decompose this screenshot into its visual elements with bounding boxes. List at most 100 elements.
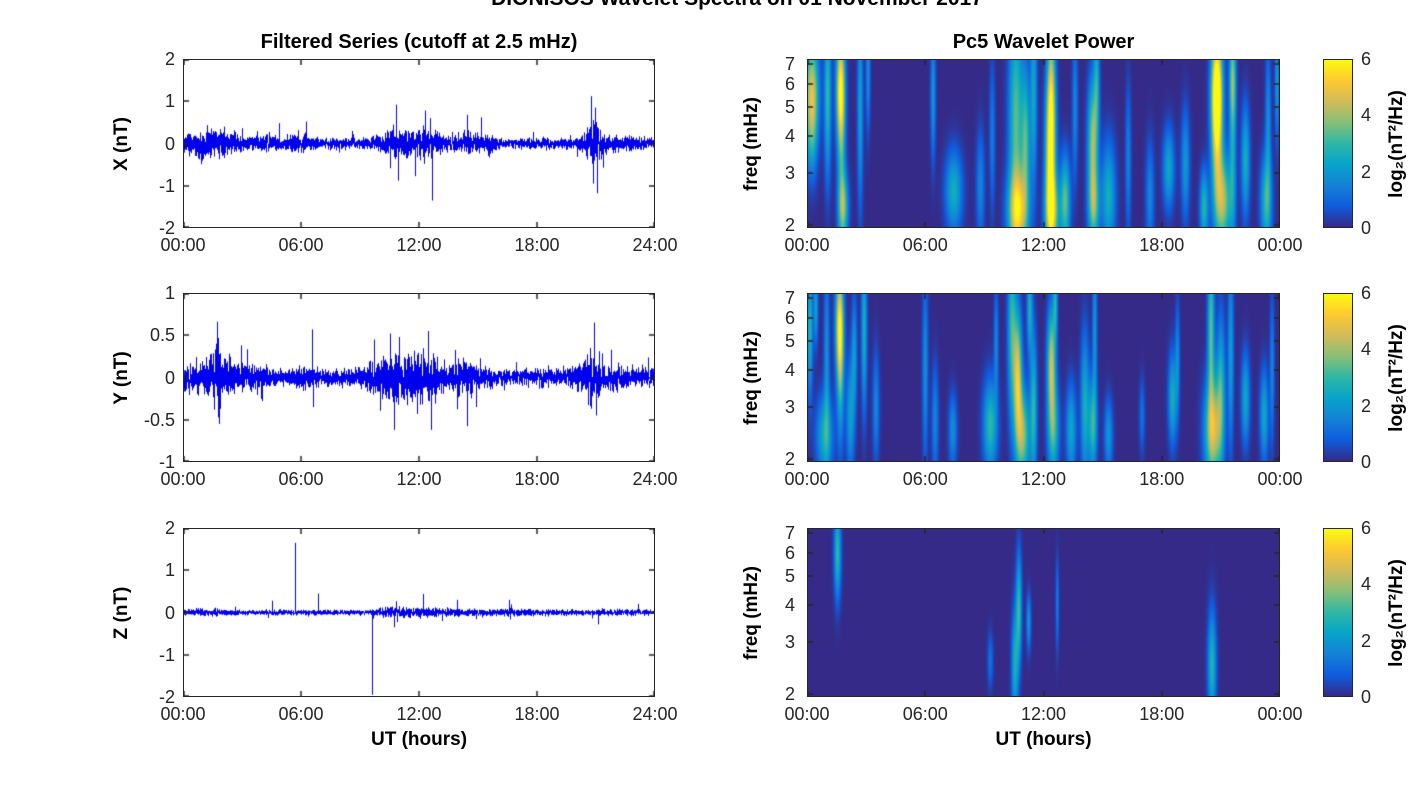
x-wavelet-canvas: [807, 59, 1280, 228]
x-tick-label: 06:00: [902, 469, 948, 489]
freq-tick-label: 7: [784, 523, 795, 544]
freq-tick-label: 4: [784, 595, 795, 616]
y-tick-label: -1: [158, 452, 175, 472]
colorbar-tick-label: 2: [1361, 395, 1372, 416]
colorbar-row1: log₂(nT²/Hz) 0 2 4 6: [1323, 50, 1407, 237]
y-tick-label: 2: [164, 518, 175, 538]
x-tick-label: 12:00: [1020, 235, 1067, 255]
colorbar-tick-label: 4: [1361, 339, 1372, 360]
colorbar-tick-label: 2: [1361, 630, 1372, 651]
x-tick-label: 00:00: [784, 235, 830, 255]
x-tick-label: 00:00: [1257, 235, 1303, 255]
y-timeseries-panel: Y (nT) 00:00 06:00 12:00 18:00 24:00 1 0.5 0 -0.…: [111, 284, 678, 488]
freq-tick-label: 3: [784, 396, 795, 417]
colorbar-tick-label: 6: [1361, 49, 1372, 69]
colorbar-gradient: [1323, 528, 1353, 697]
y-tick-label: 0.5: [149, 325, 175, 346]
colorbar-label: log₂(nT²/Hz): [1386, 89, 1407, 198]
figure-title: DIONISOS Wavelet Spectra on 01 November …: [491, 0, 983, 11]
x-tick-label: 18:00: [1139, 704, 1185, 724]
z-wavelet-canvas: [807, 528, 1280, 697]
left-x-axis-label: UT (hours): [370, 729, 468, 750]
y-tick-label: -0.5: [143, 409, 175, 430]
freq-axis-label: freq (mHz): [741, 96, 762, 191]
x-tick-label: 00:00: [1257, 704, 1303, 724]
x-tick-label: 18:00: [1139, 235, 1185, 255]
y-wavelet-panel: freq (mHz) 00:00 06:00 12:00 18:00 00:00 7 6 5 4…: [741, 289, 1303, 488]
y-tick-label: 0: [164, 133, 175, 154]
y-tick-label: -1: [158, 644, 175, 665]
x-timeseries-panel: Filtered Series (cutoff at 2.5 mHz) X (n…: [111, 31, 678, 254]
y-tick-label: 1: [164, 283, 175, 303]
freq-axis-label: freq (mHz): [741, 330, 762, 425]
freq-tick-label: 2: [784, 448, 795, 469]
colorbar-tick-label: 0: [1361, 218, 1372, 238]
freq-tick-label: 4: [784, 126, 795, 147]
x-tick-label: 24:00: [632, 704, 678, 724]
colorbar-tick-label: 4: [1361, 574, 1372, 595]
y-wavelet-canvas: [807, 293, 1280, 462]
x-tick-label: 00:00: [784, 704, 830, 724]
freq-tick-label: 2: [784, 214, 795, 235]
colorbar-tick-label: 6: [1361, 283, 1372, 303]
x-tick-label: 00:00: [160, 469, 206, 489]
freq-tick-label: 7: [784, 54, 795, 75]
x-timeseries-canvas: [183, 59, 655, 228]
y-tick-label: 1: [164, 91, 175, 112]
y-tick-label: 0: [164, 367, 175, 388]
x-tick-label: 00:00: [160, 235, 206, 255]
colorbar-row3: log₂(nT²/Hz) 0 2 4 6: [1323, 519, 1407, 706]
colorbar-row2: log₂(nT²/Hz) 0 2 4 6: [1323, 284, 1407, 471]
right-x-axis-label: UT (hours): [995, 729, 1092, 750]
z-axis-label: Z (nT): [111, 586, 132, 639]
x-tick-label: 06:00: [278, 235, 324, 255]
colorbar-tick-label: 6: [1361, 518, 1372, 538]
y-tick-label: -2: [158, 687, 175, 707]
y-tick-label: 2: [164, 49, 175, 69]
x-axis-label: X (nT): [111, 116, 132, 171]
z-timeseries-canvas: [183, 528, 655, 697]
y-tick-label: 1: [164, 560, 175, 581]
x-tick-label: 00:00: [160, 704, 206, 724]
freq-tick-label: 3: [784, 631, 795, 652]
colorbar-tick-label: 0: [1361, 452, 1372, 472]
freq-axis-label: freq (mHz): [741, 565, 762, 660]
x-tick-label: 12:00: [1020, 704, 1067, 724]
colorbar-label: log₂(nT²/Hz): [1386, 558, 1407, 667]
colorbar-label: log₂(nT²/Hz): [1386, 323, 1407, 432]
x-tick-label: 00:00: [1257, 469, 1303, 489]
x-tick-label: 06:00: [278, 704, 324, 724]
freq-tick-label: 6: [784, 543, 795, 564]
y-tick-label: -1: [158, 175, 175, 196]
freq-tick-label: 2: [784, 683, 795, 704]
freq-tick-label: 5: [784, 97, 795, 118]
x-tick-label: 18:00: [514, 704, 560, 724]
y-tick-label: 0: [164, 602, 175, 623]
freq-tick-label: 6: [784, 308, 795, 329]
x-tick-label: 06:00: [902, 235, 948, 255]
freq-tick-label: 5: [784, 331, 795, 352]
x-tick-label: 12:00: [1020, 469, 1067, 489]
z-timeseries-panel: Z (nT) UT (hours) 00:00 06:00 12:00 18:00 24…: [111, 519, 678, 750]
y-timeseries-canvas: [183, 293, 655, 462]
x-wavelet-panel: Pc5 Wavelet Power freq (mHz) 00:00 06:00 1…: [741, 31, 1303, 254]
freq-tick-label: 3: [784, 162, 795, 183]
y-tick-label: -2: [158, 218, 175, 238]
left-column-title: Filtered Series (cutoff at 2.5 mHz): [260, 31, 578, 53]
x-tick-label: 06:00: [278, 469, 324, 489]
colorbar-gradient: [1323, 293, 1353, 462]
x-tick-label: 12:00: [396, 704, 442, 724]
freq-tick-label: 4: [784, 360, 795, 381]
colorbar-tick-label: 2: [1361, 161, 1372, 182]
x-tick-label: 12:00: [396, 235, 442, 255]
x-tick-label: 00:00: [784, 469, 830, 489]
x-tick-label: 18:00: [1139, 469, 1185, 489]
x-tick-label: 12:00: [396, 469, 442, 489]
x-tick-label: 24:00: [632, 235, 678, 255]
freq-tick-label: 6: [784, 74, 795, 95]
freq-tick-label: 7: [784, 288, 795, 309]
right-column-title: Pc5 Wavelet Power: [952, 31, 1135, 53]
colorbar-gradient: [1323, 59, 1353, 228]
y-axis-label: Y (nT): [111, 350, 132, 405]
x-tick-label: 18:00: [514, 235, 560, 255]
